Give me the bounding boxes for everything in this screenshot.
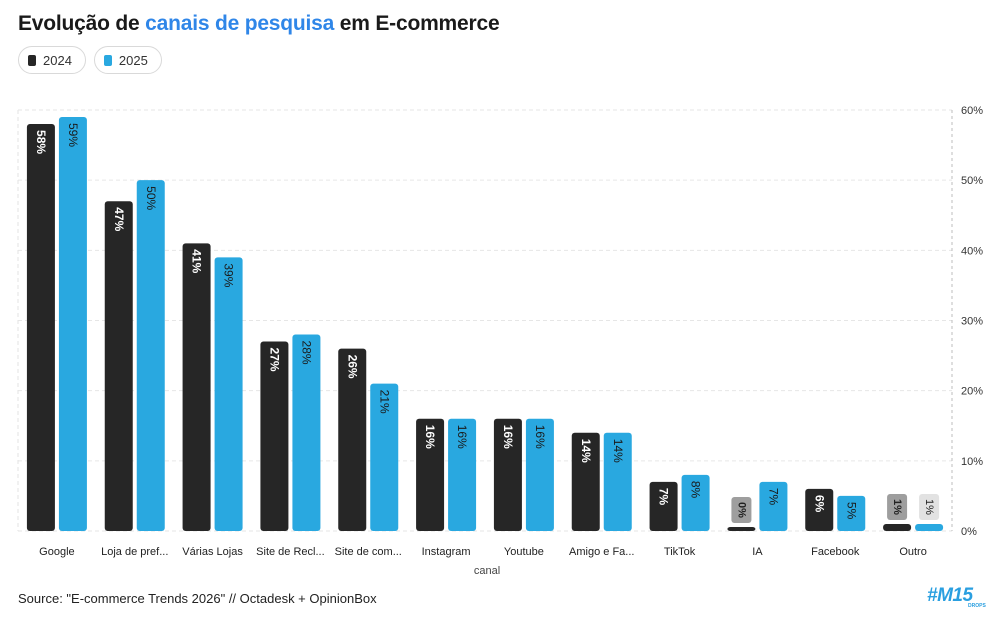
bar-2024-3 bbox=[260, 341, 289, 531]
value-label: 26% bbox=[345, 355, 359, 379]
value-label: 14% bbox=[611, 439, 625, 463]
value-label: 47% bbox=[112, 207, 126, 231]
value-label: 8% bbox=[689, 481, 703, 499]
x-tick-label: Amigo e Fa... bbox=[569, 546, 634, 558]
legend-item-2025[interactable]: 2025 bbox=[93, 46, 162, 74]
brand-logo: #M15 bbox=[927, 585, 973, 606]
bar-2024-10 bbox=[805, 488, 834, 531]
bar-2025-0 bbox=[58, 117, 87, 532]
legend-label-2024: 2024 bbox=[43, 52, 72, 68]
bar-2025-11 bbox=[915, 523, 944, 531]
bar-2025-10 bbox=[837, 495, 866, 531]
y-tick-label: 60% bbox=[961, 105, 983, 117]
bar-2025-7 bbox=[603, 432, 632, 531]
x-tick-label: TikTok bbox=[664, 546, 696, 558]
x-tick-label: Site de com... bbox=[335, 546, 402, 558]
value-label: 7% bbox=[657, 488, 671, 506]
y-tick-label: 10% bbox=[961, 456, 983, 468]
legend-swatch-2024 bbox=[28, 54, 36, 66]
legend-swatch-2025 bbox=[103, 54, 112, 66]
value-label: 28% bbox=[299, 341, 313, 365]
value-badge-bg bbox=[887, 493, 908, 520]
value-label: 6% bbox=[812, 495, 826, 513]
title-part-1: Evolução de bbox=[18, 12, 146, 35]
value-label: 7% bbox=[766, 488, 780, 506]
value-label: 1% bbox=[891, 499, 903, 515]
value-label: 16% bbox=[533, 425, 547, 449]
bar-2024-4 bbox=[338, 348, 367, 531]
y-tick-label: 0% bbox=[961, 526, 977, 538]
bar-2024-9 bbox=[727, 527, 756, 531]
y-tick-label: 20% bbox=[961, 386, 983, 398]
value-badge-bg bbox=[731, 497, 752, 523]
bar-2025-9 bbox=[759, 481, 788, 531]
bar-2024-2 bbox=[182, 243, 211, 532]
value-label: 58% bbox=[34, 130, 48, 154]
bar-2025-8 bbox=[681, 474, 710, 531]
bar-2025-2 bbox=[214, 257, 243, 531]
bar-2025-4 bbox=[370, 383, 399, 531]
value-label: 50% bbox=[144, 186, 158, 210]
bar-2025-1 bbox=[136, 180, 165, 531]
y-tick-label: 50% bbox=[961, 175, 983, 187]
x-tick-label: IA bbox=[752, 546, 763, 558]
bar-2025-3 bbox=[292, 334, 321, 531]
bar-2025-6 bbox=[525, 418, 554, 531]
x-tick-label: Google bbox=[39, 546, 74, 558]
value-label: 21% bbox=[377, 390, 391, 414]
brand-logo-sub: DROPS bbox=[968, 603, 986, 609]
value-badge-bg bbox=[919, 493, 940, 520]
value-label: 41% bbox=[190, 249, 204, 273]
x-tick-label: Loja de pref... bbox=[101, 546, 168, 558]
x-tick-label: Facebook bbox=[811, 546, 860, 558]
x-tick-label: Várias Lojas bbox=[182, 546, 243, 558]
y-tick-label: 40% bbox=[961, 245, 983, 257]
y-tick-label: 30% bbox=[961, 316, 983, 328]
value-label: 59% bbox=[66, 123, 80, 147]
legend-label-2025: 2025 bbox=[118, 52, 148, 68]
x-tick-label: Site de Recl... bbox=[256, 546, 324, 558]
x-tick-label: Instagram bbox=[422, 546, 471, 558]
value-label: 39% bbox=[222, 263, 236, 287]
bar-2024-6 bbox=[493, 418, 522, 531]
bar-2025-5 bbox=[448, 418, 477, 531]
x-axis-title: canal bbox=[474, 565, 500, 577]
value-label: 16% bbox=[501, 425, 515, 449]
x-tick-label: Youtube bbox=[504, 546, 544, 558]
bar-2024-8 bbox=[649, 481, 678, 531]
bar-2024-7 bbox=[571, 432, 600, 531]
title-highlight: canais de pesquisa bbox=[145, 12, 335, 35]
value-label: 16% bbox=[423, 425, 437, 449]
legend: 2024 2025 bbox=[18, 46, 162, 74]
source-note: Source: "E-commerce Trends 2026" // Octa… bbox=[18, 591, 377, 606]
legend-item-2024[interactable]: 2024 bbox=[18, 46, 86, 74]
chart-title: Evolução de canais de pesquisa em E-comm… bbox=[18, 12, 500, 36]
bar-2024-5 bbox=[416, 418, 445, 531]
bar-2024-1 bbox=[104, 201, 133, 531]
value-label: 16% bbox=[455, 425, 469, 449]
value-label: 27% bbox=[267, 348, 281, 372]
value-label: 1% bbox=[923, 499, 935, 515]
bar-2024-0 bbox=[26, 124, 55, 532]
value-label: 14% bbox=[579, 439, 593, 463]
title-part-2: em E-commerce bbox=[334, 12, 500, 35]
value-label: 5% bbox=[844, 502, 858, 520]
x-tick-label: Outro bbox=[899, 546, 927, 558]
value-label: 0% bbox=[735, 502, 747, 518]
bar-2024-11 bbox=[883, 523, 912, 531]
